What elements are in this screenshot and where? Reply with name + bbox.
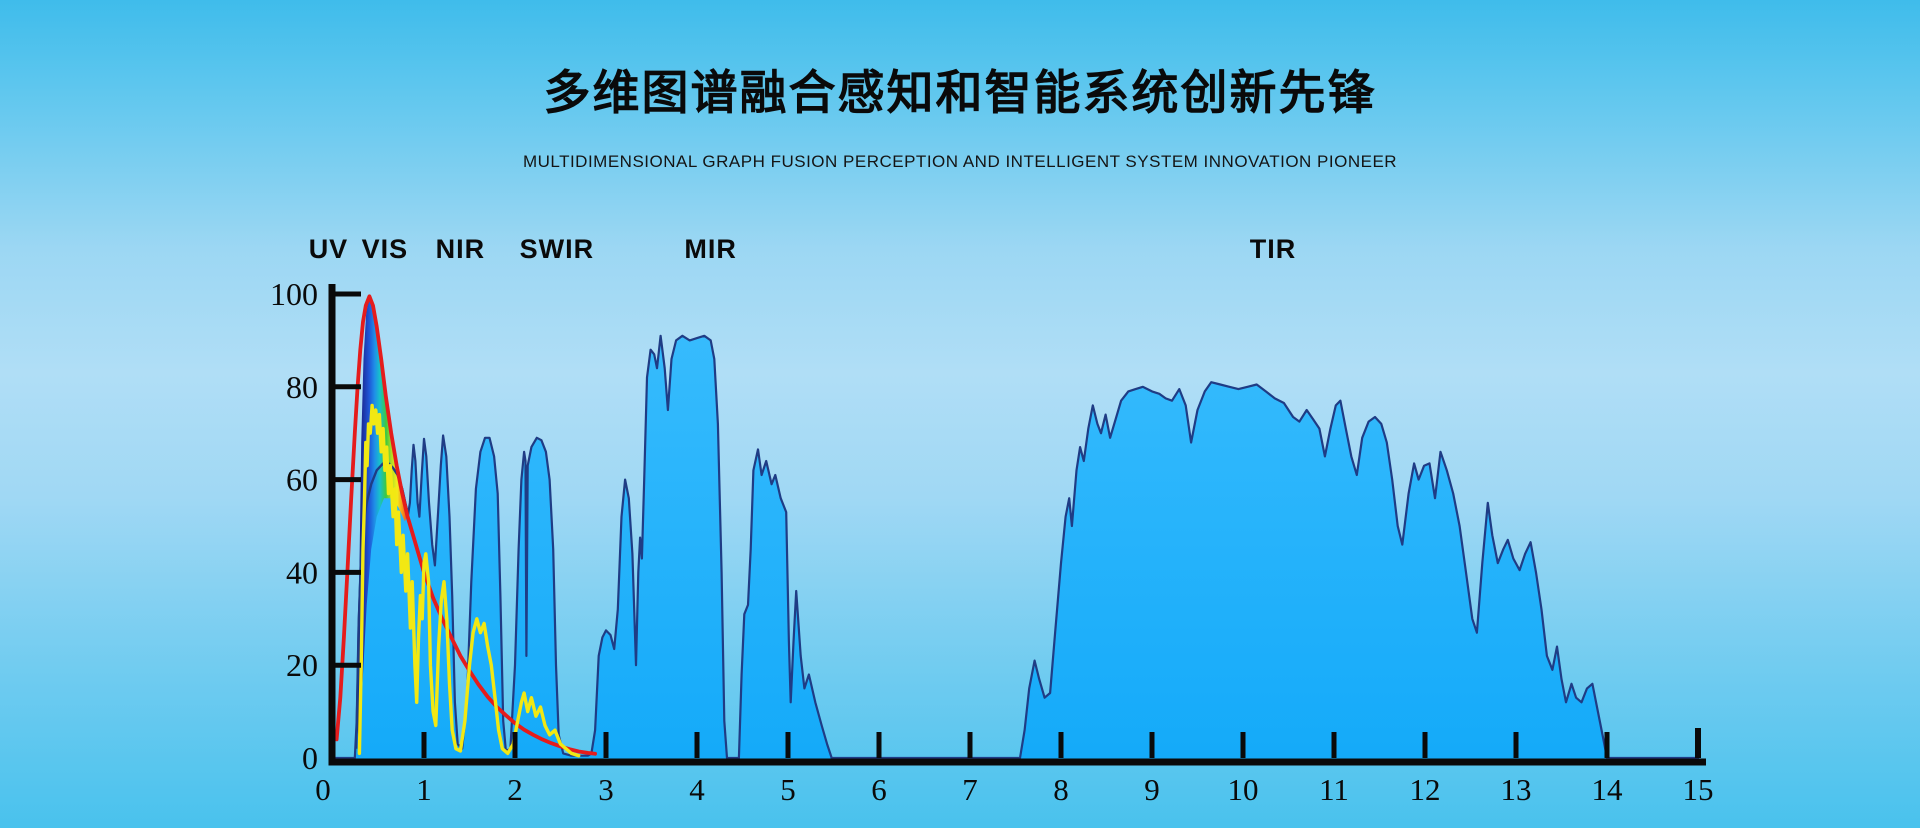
y-tick-label: 40 (286, 554, 318, 590)
y-tick-label: 60 (286, 462, 318, 498)
solar-spectrum-curve (357, 403, 581, 758)
band-label-tir: TIR (1250, 234, 1297, 264)
band-label-mir: MIR (684, 234, 737, 264)
band-label-vis: VIS (362, 234, 409, 264)
x-tick-label: 2 (507, 772, 523, 807)
x-tick-label: 11 (1319, 772, 1349, 807)
x-tick-label: 0 (315, 772, 331, 807)
x-tick-label: 7 (962, 772, 978, 807)
page-title: 多维图谱融合感知和智能系统创新先锋 (543, 66, 1377, 119)
x-tick-label: 5 (780, 772, 796, 807)
rainbow-solar-peak (357, 296, 408, 740)
x-tick-label: 13 (1501, 772, 1532, 807)
band-label-nir: NIR (436, 234, 486, 264)
page-subtitle: MULTIDIMENSIONAL GRAPH FUSION PERCEPTION… (522, 152, 1398, 171)
x-tick-label: 6 (871, 772, 887, 807)
x-tick-label: 14 (1592, 772, 1624, 807)
blackbody-envelope-curve (334, 294, 597, 756)
y-tick-label: 20 (286, 647, 318, 683)
band-label-uv: UV (309, 234, 349, 264)
x-tick-label: 4 (689, 772, 705, 807)
y-tick-label: 0 (302, 740, 318, 776)
y-tick-label: 80 (286, 369, 318, 405)
x-tick-label: 1 (416, 772, 432, 807)
transmission-area (331, 334, 1700, 762)
x-tick-label: 12 (1410, 772, 1441, 807)
y-tick-label: 100 (270, 276, 318, 312)
x-tick-label: 9 (1144, 772, 1160, 807)
x-tick-label: 10 (1228, 772, 1259, 807)
x-tick-label: 3 (598, 772, 614, 807)
band-label-swir: SWIR (520, 234, 595, 264)
x-tick-label: 15 (1683, 772, 1714, 807)
x-tick-label: 8 (1053, 772, 1069, 807)
